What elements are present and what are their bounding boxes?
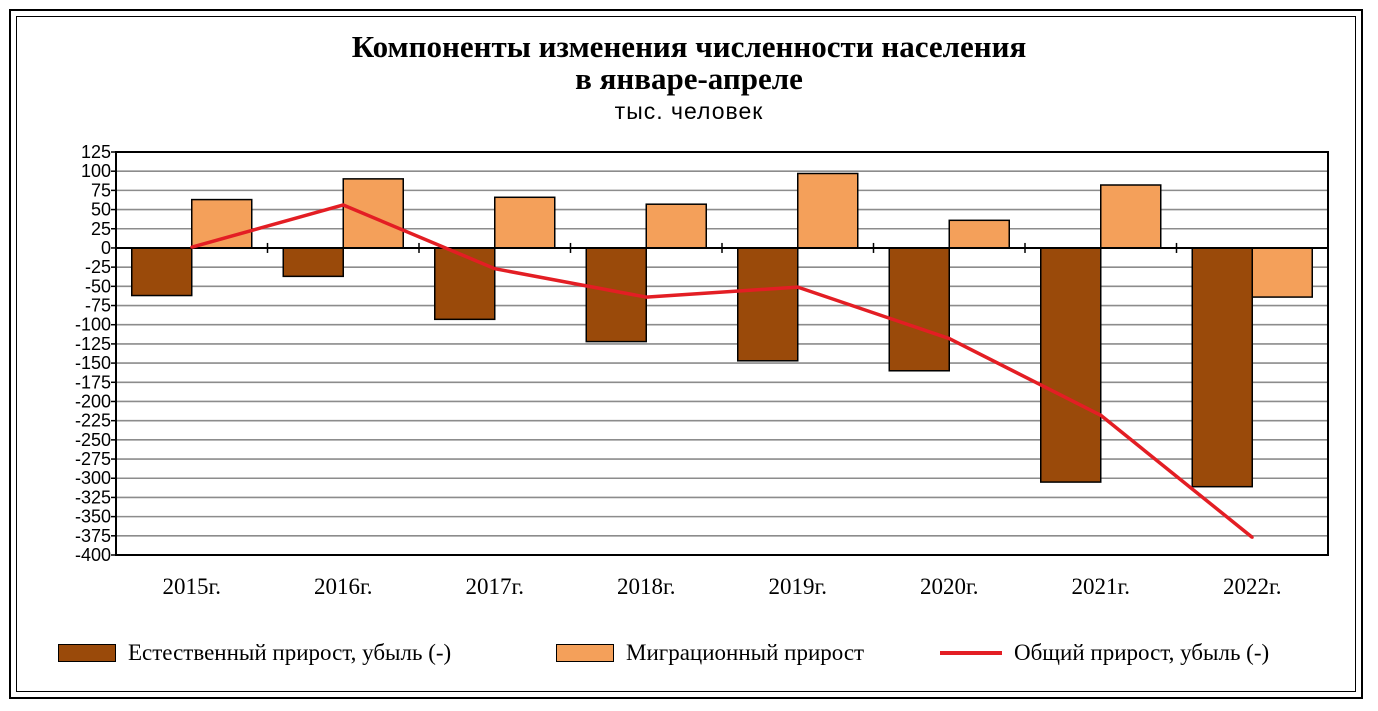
x-category-label: 2016г. [314,574,373,599]
y-tick-label: 100 [81,161,111,181]
bar-natural-2019г. [737,247,799,362]
x-category-label: 2020г. [920,574,979,599]
point-total-2019г. [796,285,800,289]
x-category-label: 2021г. [1071,574,1130,599]
y-tick-label: 125 [81,142,111,162]
x-category-label: 2019г. [768,574,827,599]
y-tick-label: 50 [91,200,111,220]
bar-migration-2020г. [948,219,1010,249]
legend: Естественный прирост, убыль (-) Миграцио… [0,640,1378,674]
legend-swatch-natural [58,644,116,662]
inner-frame [16,16,1356,692]
bar-migration-2016г. [342,178,404,249]
chart-title-line2: в январе-апреле [575,61,803,96]
bar-migration-2019г. [797,172,859,249]
y-tick-label: -225 [75,411,111,431]
y-tick-label: -300 [75,468,111,488]
point-total-2018г. [644,295,648,299]
y-tick-label: -75 [85,296,111,316]
point-total-2015г. [190,245,194,249]
y-tick-label: -125 [75,334,111,354]
y-tick-label: -175 [75,372,111,392]
bar-migration-2017г. [494,196,556,249]
y-tick-label: 75 [91,180,111,200]
y-tick-label: -200 [75,391,111,411]
bar-natural-2020г. [888,247,950,372]
bar-natural-2021г. [1040,247,1102,483]
x-category-label: 2022г. [1223,574,1282,599]
legend-swatch-migration [556,644,614,662]
y-tick-label: -375 [75,526,111,546]
x-category-label: 2017г. [465,574,524,599]
bar-natural-2015г. [131,247,193,297]
bar-natural-2016г. [282,247,344,278]
bar-migration-2022г. [1251,247,1313,298]
y-tick-label: -50 [85,276,111,296]
point-total-2017г. [493,267,497,271]
bar-migration-2018г. [645,203,707,249]
y-tick-label: -100 [75,315,111,335]
y-tick-label: -150 [75,353,111,373]
y-tick-label: -325 [75,487,111,507]
bar-natural-2017г. [434,247,496,321]
bar-natural-2022г. [1191,247,1253,488]
point-total-2016г. [341,203,345,207]
legend-label-migration: Миграционный прирост [626,640,865,665]
y-tick-label: -275 [75,449,111,469]
legend-label-natural: Естественный прирост, убыль (-) [128,640,452,665]
legend-item-total: Общий прирост, убыль (-) [940,640,1269,666]
legend-label-total: Общий прирост, убыль (-) [1014,640,1270,665]
bar-migration-2015г. [191,198,253,249]
y-tick-label: -350 [75,507,111,527]
y-tick-label: -25 [85,257,111,277]
legend-item-natural: Естественный прирост, убыль (-) [58,640,451,666]
point-total-2022г. [1250,535,1254,539]
y-tick-label: -400 [75,545,111,565]
line-total [191,203,1254,539]
plot-border [115,151,1329,556]
x-category-label: 2015г. [162,574,221,599]
legend-item-migration: Миграционный прирост [556,640,864,666]
x-category-label: 2018г. [617,574,676,599]
y-tick-label: 0 [101,238,111,258]
chart-title-line1: Компоненты изменения численности населен… [351,29,1027,64]
legend-line-total [940,651,1002,655]
point-total-2021г. [1099,413,1103,417]
y-tick-label: 25 [91,219,111,239]
chart-subtitle: тыс. человек [614,98,764,124]
point-total-2020г. [947,337,951,341]
bar-migration-2021г. [1100,184,1162,249]
y-tick-label: -250 [75,430,111,450]
outer-frame [9,9,1363,699]
